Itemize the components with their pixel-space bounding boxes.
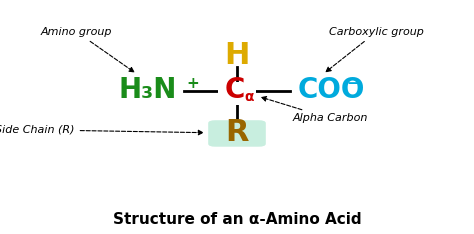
- Text: H: H: [224, 41, 250, 70]
- Text: Alpha Carbon: Alpha Carbon: [262, 97, 368, 123]
- Text: Amino group: Amino group: [41, 27, 134, 72]
- Text: α: α: [245, 90, 254, 104]
- Text: −: −: [346, 76, 359, 91]
- Text: Structure of an α-Amino Acid: Structure of an α-Amino Acid: [113, 212, 361, 227]
- Text: COO: COO: [297, 77, 365, 105]
- Text: H₃N: H₃N: [118, 77, 177, 105]
- Text: C: C: [225, 76, 245, 103]
- FancyBboxPatch shape: [208, 120, 266, 147]
- Text: Carboxylic group: Carboxylic group: [326, 27, 424, 72]
- Text: R: R: [225, 118, 249, 147]
- FancyBboxPatch shape: [219, 82, 255, 105]
- Text: Side Chain (R): Side Chain (R): [0, 125, 203, 135]
- Text: +: +: [187, 76, 200, 91]
